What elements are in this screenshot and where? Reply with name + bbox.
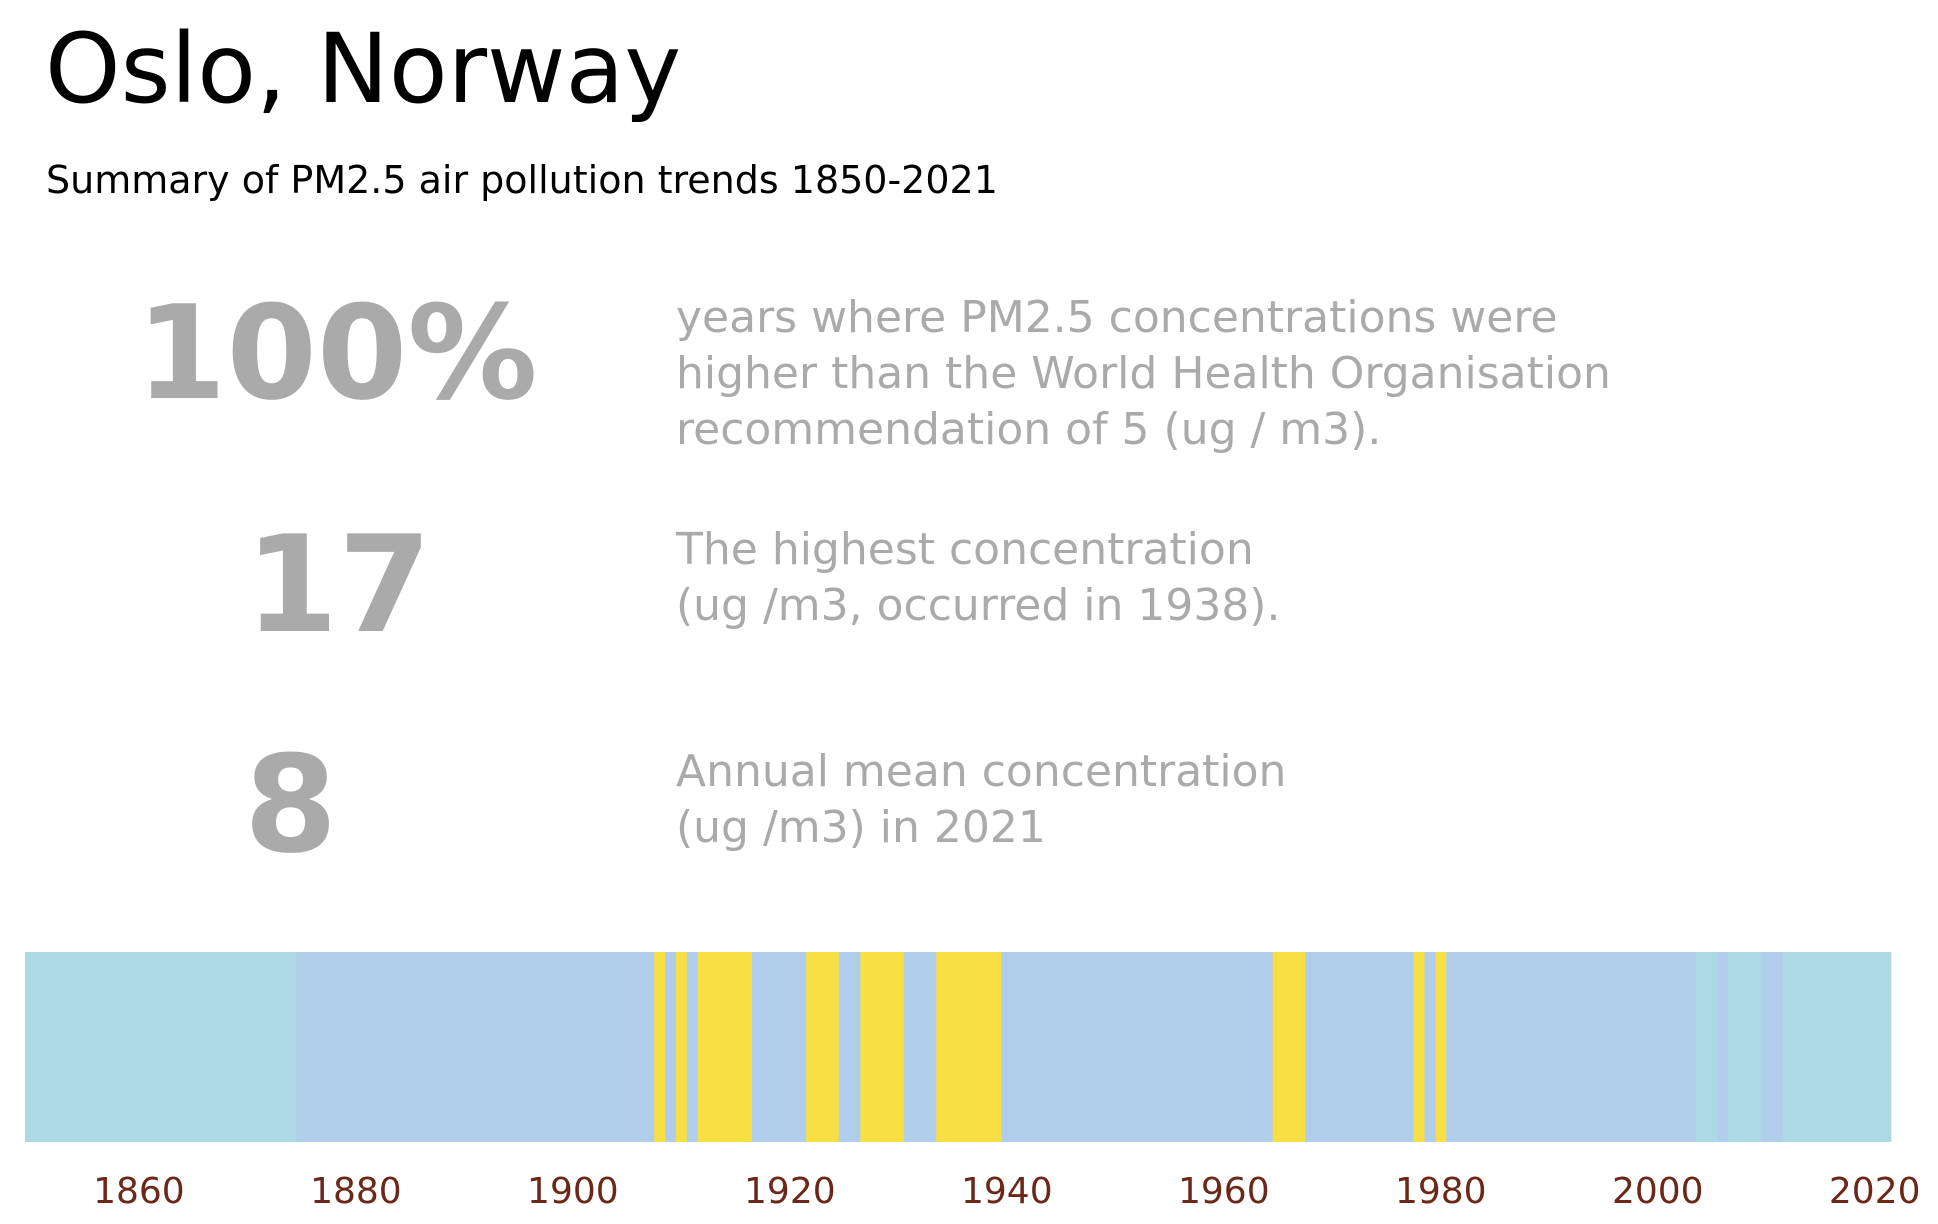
stat-value-max: 17: [245, 507, 432, 663]
x-tick-label: 1940: [961, 1171, 1053, 1212]
stat-description-line: (ug /m3, occurred in 1938).: [676, 580, 1281, 631]
stripe-segment: [654, 952, 666, 1142]
stat-description-max: The highest concentration (ug /m3, occur…: [676, 522, 1280, 634]
stripe-segment: [665, 952, 677, 1142]
stat-description-line: (ug /m3) in 2021: [676, 802, 1046, 853]
page-title: Oslo, Norway: [45, 13, 682, 125]
stat-description-exceedance: years where PM2.5 concentrations were hi…: [676, 290, 1611, 458]
x-tick-label: 1920: [744, 1171, 836, 1212]
x-tick-label: 2000: [1612, 1171, 1704, 1212]
stat-description-line: higher than the World Health Organisatio…: [676, 348, 1611, 399]
stripe-segment: [1305, 952, 1415, 1142]
stripe-segment: [860, 952, 905, 1142]
stripe-segment: [1001, 952, 1274, 1142]
stripe-segment: [751, 952, 807, 1142]
stripe-segment: [686, 952, 699, 1142]
stripe-segment: [1272, 952, 1306, 1142]
page-subtitle: Summary of PM2.5 air pollution trends 18…: [46, 158, 998, 202]
stripe-segment: [697, 952, 753, 1142]
stripe-segment: [936, 952, 1002, 1142]
stripe-group: [25, 952, 1892, 1142]
stripe-segment: [1424, 952, 1436, 1142]
stripe-segment: [675, 952, 688, 1142]
stripe-segment: [1760, 952, 1783, 1142]
stripe-segment: [317, 952, 655, 1142]
stripe-segment: [1782, 952, 1892, 1142]
stat-description-mean: Annual mean concentration (ug /m3) in 20…: [676, 744, 1286, 856]
stripe-segment: [806, 952, 840, 1142]
stat-description-line: Annual mean concentration: [676, 746, 1287, 797]
stripe-segment: [1413, 952, 1425, 1142]
x-tick-label: 1860: [93, 1171, 185, 1212]
x-tick-label: 1880: [310, 1171, 402, 1212]
stat-description-line: recommendation of 5 (ug / m3).: [676, 404, 1382, 455]
stat-value-exceedance: 100%: [136, 277, 538, 429]
stripe-segment: [296, 952, 319, 1142]
stripe-segment: [1446, 952, 1697, 1142]
stripe-segment: [25, 952, 297, 1142]
stripe-segment: [838, 952, 861, 1142]
x-tick-label: 1980: [1395, 1171, 1487, 1212]
stripe-segment: [1728, 952, 1762, 1142]
stripe-segment: [903, 952, 937, 1142]
stat-description-line: years where PM2.5 concentrations were: [676, 292, 1558, 343]
x-tick-label: 1900: [527, 1171, 619, 1212]
x-tick-label: 1960: [1178, 1171, 1270, 1212]
stripe-segment: [1695, 952, 1718, 1142]
stat-value-mean: 8: [244, 727, 338, 883]
stripe-segment: [1717, 952, 1729, 1142]
x-axis-ticks: 1860 1880 1900 1920 1940 1960 1980 2000 2020: [93, 1171, 1920, 1212]
stripe-segment: [1435, 952, 1447, 1142]
x-tick-label: 2020: [1829, 1171, 1921, 1212]
stat-description-line: The highest concentration: [676, 524, 1254, 575]
